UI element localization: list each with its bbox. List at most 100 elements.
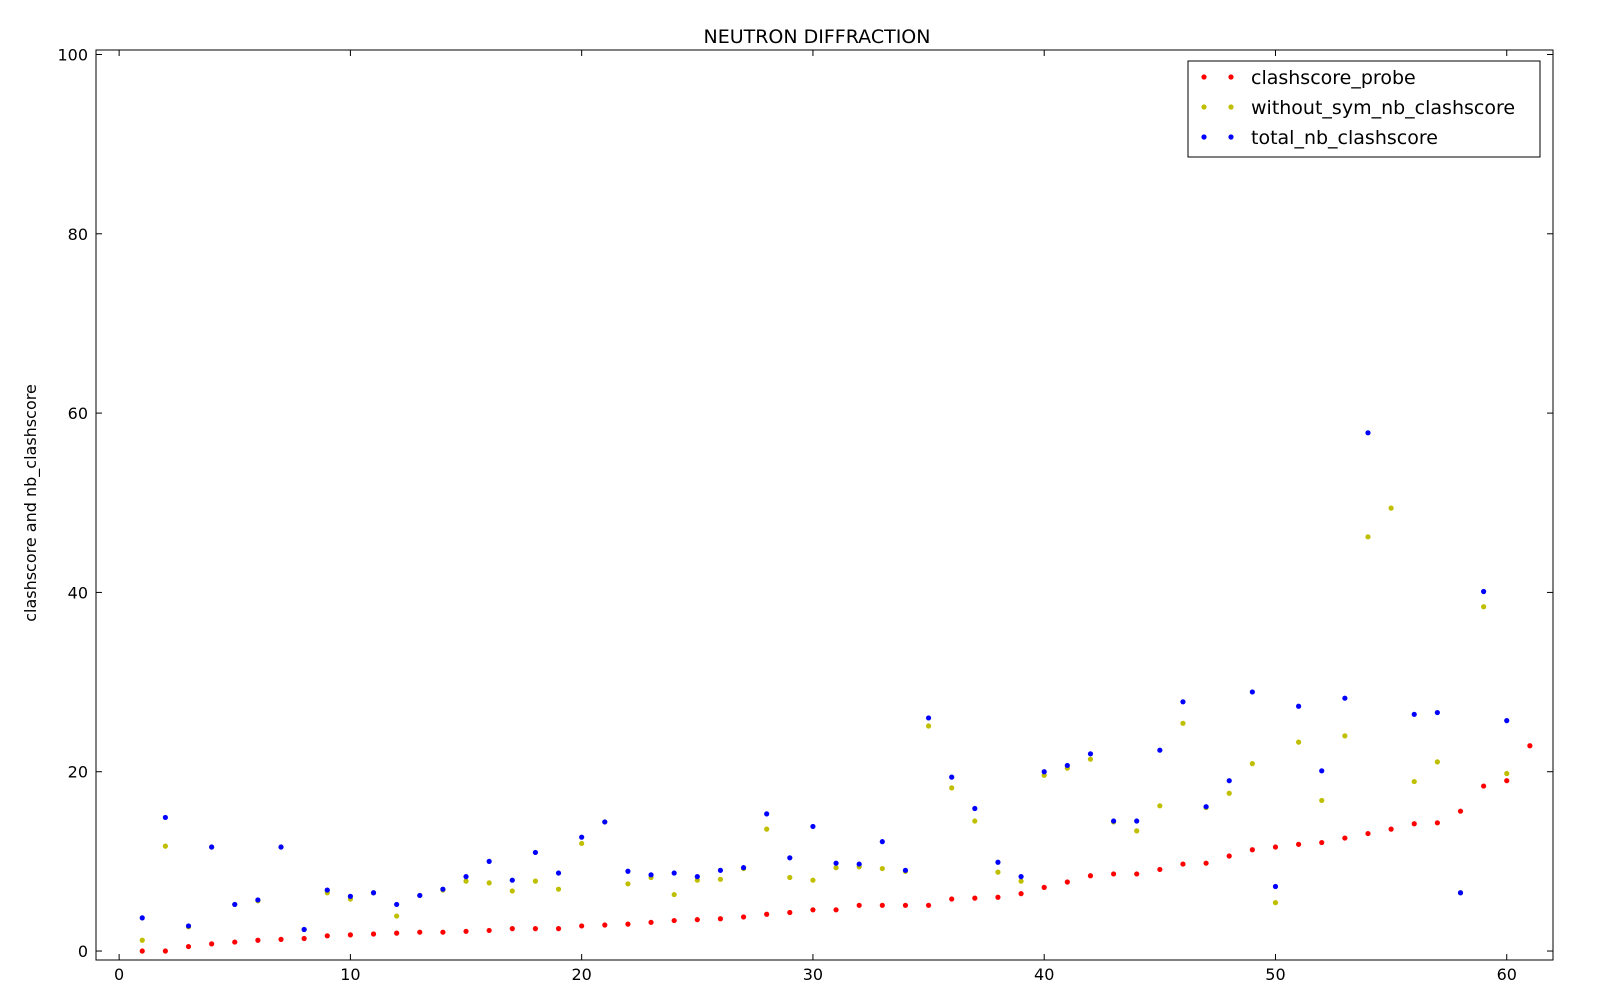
data-point [648,919,654,925]
data-point [209,844,215,850]
data-point [139,948,145,954]
data-point [1203,860,1209,866]
data-point [347,932,353,938]
data-point [1388,505,1394,511]
data-point [509,877,515,883]
data-point [764,911,770,917]
data-point [1481,604,1487,610]
data-point [555,926,562,932]
y-tick-label: 20 [68,763,88,782]
data-point [185,923,192,929]
y-tick-label: 100 [57,45,88,64]
data-point [1272,900,1279,906]
data-point [509,888,515,894]
data-point [1180,699,1186,705]
data-point [949,896,955,902]
data-point [995,859,1001,865]
series-without_sym_nb_clashscore [139,505,1510,943]
data-point [810,877,816,883]
data-point [1180,720,1186,726]
data-point [1434,709,1440,716]
data-point [717,916,724,922]
data-point [1319,797,1325,804]
data-point [1157,803,1163,809]
data-point [879,902,885,908]
series-total_nb_clashscore [139,430,1510,933]
data-point [532,878,539,884]
data-point [278,844,284,850]
data-point [1272,883,1279,890]
data-point [509,926,515,932]
data-point [232,901,238,908]
data-point [879,839,885,845]
data-point [671,917,677,924]
data-point [417,892,423,899]
data-point [694,877,700,883]
data-point [394,930,400,936]
legend-marker [1201,104,1207,110]
data-point [694,917,700,923]
data-point [1504,770,1510,777]
data-point [463,874,469,880]
data-point [902,902,909,908]
data-point [764,826,770,832]
legend-box [1187,60,1541,158]
chart-title: NEUTRON DIFFRACTION [704,26,931,48]
data-point [1041,769,1047,775]
data-point [440,886,446,892]
data-point [856,902,862,908]
data-point [139,915,145,921]
data-point [1434,759,1440,765]
y-tick-label: 0 [78,942,88,961]
data-point [1087,756,1094,762]
data-point [879,865,885,872]
legend-marker [1228,104,1234,110]
data-point [1226,853,1232,859]
data-point [1018,878,1024,884]
data-point [162,814,168,821]
data-point [1134,871,1140,877]
data-point [625,921,631,927]
data-point [301,926,307,933]
data-point [949,774,955,780]
data-point [370,931,377,937]
data-point [1018,874,1024,880]
data-point [1134,818,1140,824]
data-point [995,869,1001,875]
y-tick-label: 60 [68,404,88,423]
data-point [1342,835,1348,841]
y-axis: 0 20 40 60 80 100 [57,45,1553,961]
data-point [625,868,631,874]
data-point [1365,534,1371,540]
x-tick-label: 60 [1497,965,1517,984]
data-point [394,913,400,919]
x-tick-label: 40 [1034,965,1054,984]
plot-area [139,430,1533,954]
data-point [1157,747,1163,753]
data-point [717,867,724,873]
data-point [1041,772,1047,778]
data-point [740,865,747,871]
data-point [1457,890,1464,896]
data-point [694,874,700,880]
data-point [740,914,747,920]
data-point [972,895,978,901]
data-point [1064,762,1070,769]
data-point [1411,711,1417,717]
data-point [486,880,492,886]
data-point [417,929,423,935]
legend-marker [1201,134,1207,140]
data-point [1342,695,1348,701]
data-point [671,870,677,876]
plot-frame [95,49,1554,961]
data-point [1434,820,1440,826]
data-point [1110,818,1117,824]
data-point [555,870,562,876]
data-point [787,909,793,916]
data-point [1203,804,1209,810]
data-point [602,922,608,928]
data-point [925,715,932,721]
x-tick-label: 50 [1265,965,1285,984]
data-point [185,943,192,950]
data-point [1134,828,1140,834]
